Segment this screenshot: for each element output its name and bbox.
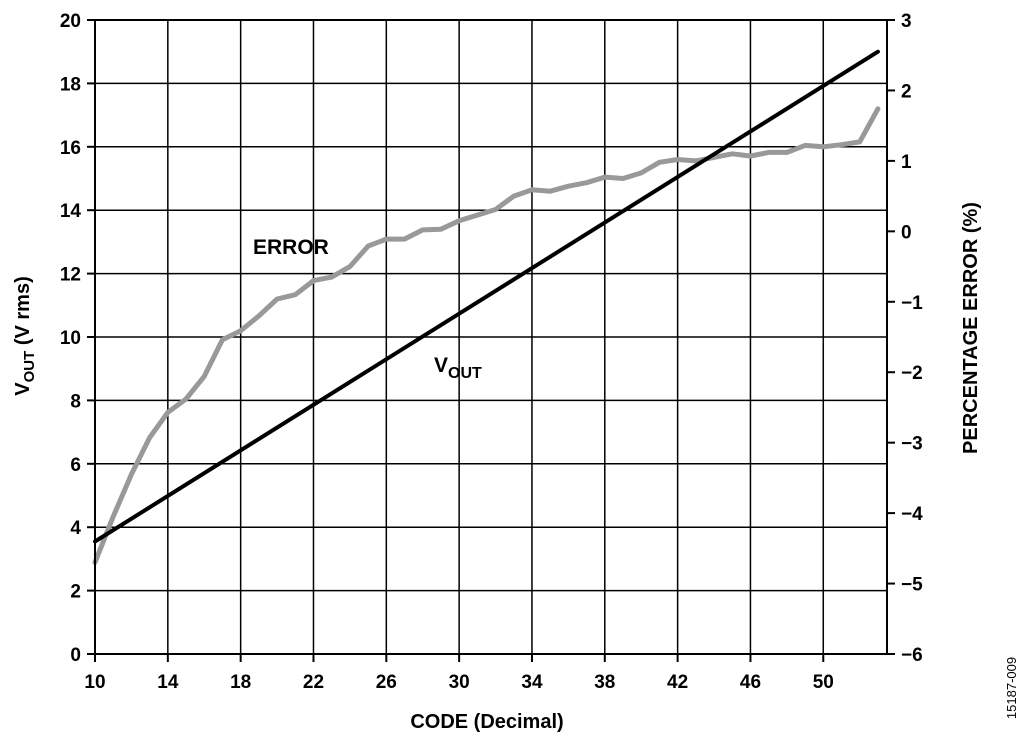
y2-tick-label: 1 [901,152,912,173]
figure-id: 15187-009 [1004,657,1019,719]
y2-tick-label: 2 [901,81,912,102]
y-tick-label: 12 [60,265,81,286]
grid-lines [95,20,887,654]
x-tick-label: 34 [521,672,543,693]
x-tick-label: 46 [740,672,761,693]
x-tick-label: 30 [449,672,470,693]
error-series-label: ERROR [253,236,329,259]
y2-tick-label: −4 [901,504,923,525]
y2-tick-label: 3 [901,11,912,32]
y-tick-label: 18 [60,74,81,95]
y-tick-label: 20 [60,11,81,32]
y-tick-label: 8 [70,391,81,412]
y2-axis-title: PERCENTAGE ERROR (%) [960,202,982,454]
x-tick-label: 38 [594,672,615,693]
x-tick-label: 50 [813,672,834,693]
x-tick-label: 14 [157,672,179,693]
axis-ticks [87,19,895,662]
x-tick-label: 26 [376,672,397,693]
series-layer [92,49,881,565]
y2-tick-label: −1 [901,293,923,314]
x-axis-title: CODE (Decimal) [410,711,563,733]
y2-tick-label: −3 [901,434,923,455]
y-tick-label: 2 [70,582,81,603]
y-tick-label: 4 [70,518,81,539]
y-tick-label: 14 [60,201,82,222]
vout-series-line [93,49,880,544]
y2-tick-label: −2 [901,363,923,384]
x-tick-label: 18 [230,672,251,693]
y-tick-label: 0 [70,645,81,666]
x-tick-label: 22 [303,672,324,693]
y-tick-label: 6 [70,455,81,476]
y-tick-label: 16 [60,138,81,159]
y2-tick-label: 0 [901,222,912,243]
y-axis-title: VOUT (V rms) [12,276,38,395]
x-tick-label: 10 [84,672,105,693]
y2-tick-label: −6 [901,645,923,666]
error-series-line [92,106,881,565]
vout-series-label: VOUT [434,354,482,382]
x-tick-label: 42 [667,672,688,693]
y-tick-label: 10 [60,328,81,349]
y2-tick-label: −5 [901,575,923,596]
